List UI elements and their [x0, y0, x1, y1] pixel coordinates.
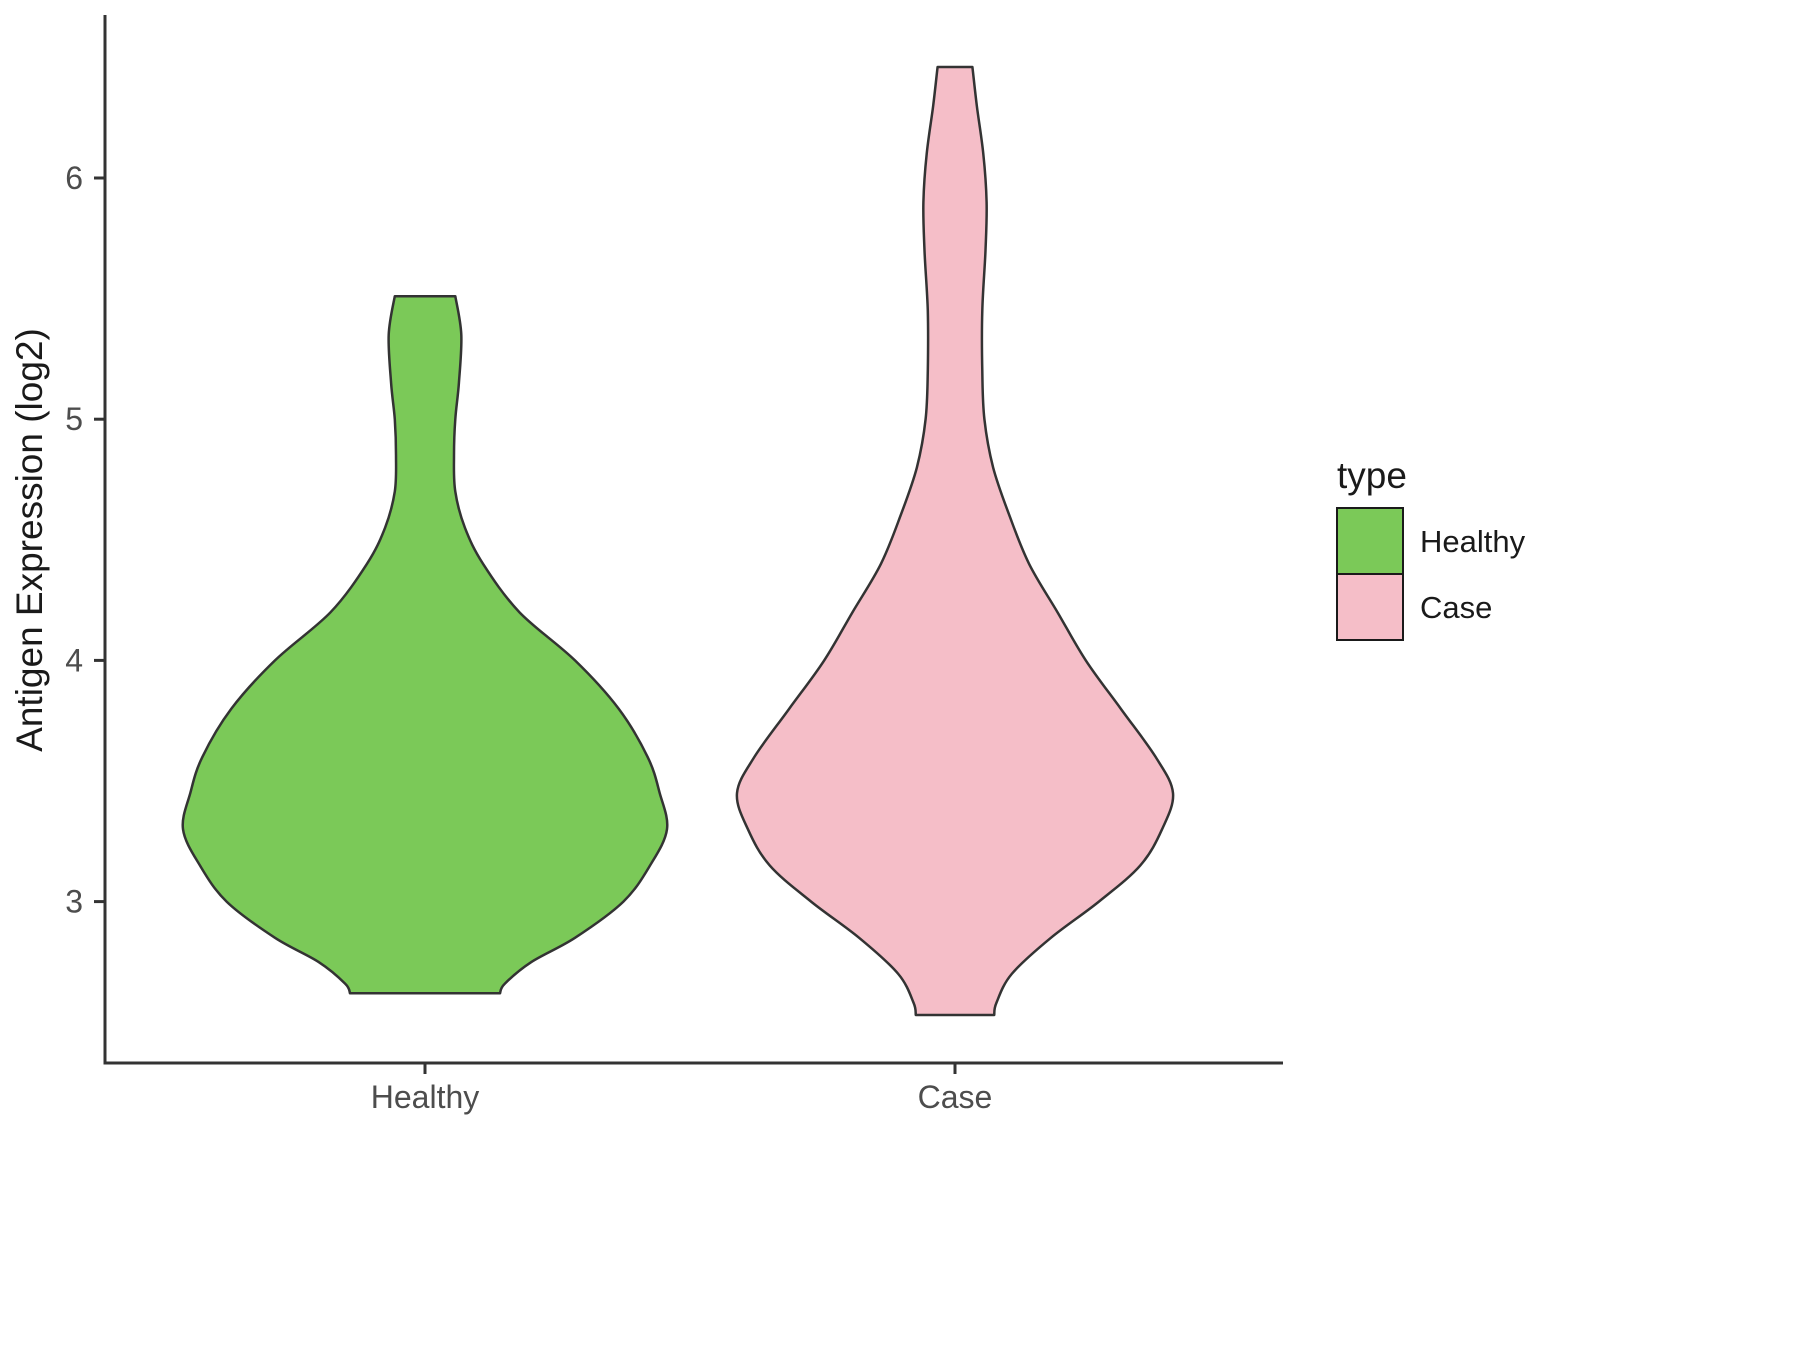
y-tick-label: 6	[65, 160, 83, 196]
y-axis-title: Antigen Expression (log2)	[9, 328, 50, 752]
y-axis-ticks: 3 4 5 6	[65, 160, 105, 920]
x-category-label: Case	[918, 1079, 993, 1115]
x-axis-ticks: Healthy Case	[371, 1063, 993, 1115]
violin-healthy	[181, 294, 669, 995]
legend-title: type	[1337, 455, 1407, 496]
legend: type Healthy Case	[1336, 455, 1526, 641]
y-tick-label: 3	[65, 884, 83, 920]
plot-panel: 3 4 5 6 Healthy Case	[65, 15, 1283, 1115]
legend-label-healthy: Healthy	[1420, 524, 1526, 559]
x-category-label: Healthy	[371, 1079, 480, 1115]
y-tick-label: 4	[65, 642, 83, 678]
violin-case	[735, 65, 1175, 1017]
y-tick-label: 5	[65, 401, 83, 437]
legend-label-case: Case	[1420, 590, 1492, 625]
legend-key-case	[1336, 573, 1404, 641]
legend-key-healthy	[1336, 507, 1404, 575]
